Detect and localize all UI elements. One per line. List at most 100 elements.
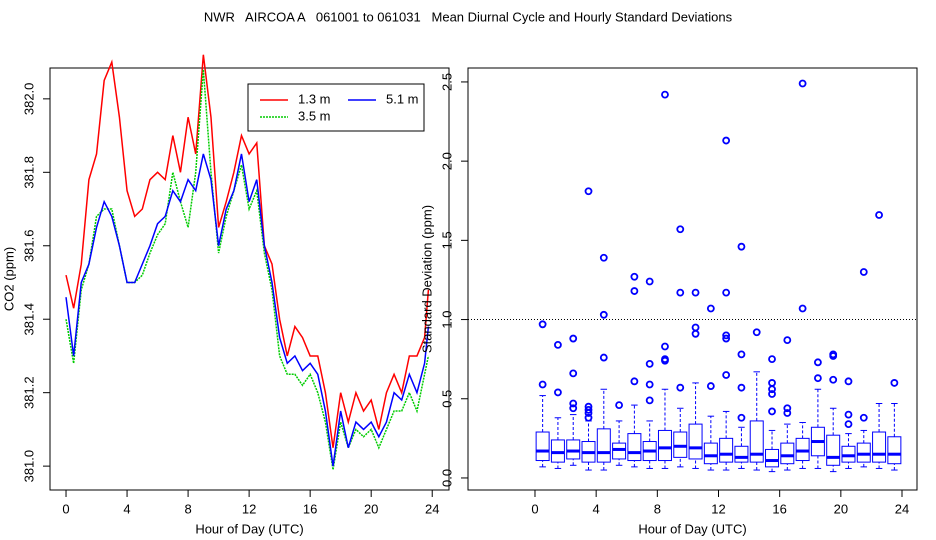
box bbox=[872, 431, 887, 463]
outlier bbox=[706, 382, 715, 390]
x-tick-label: 4 bbox=[593, 501, 600, 516]
outlier bbox=[645, 277, 654, 286]
box bbox=[795, 437, 810, 462]
legend-label: 3.5 m bbox=[298, 108, 331, 123]
box bbox=[703, 442, 718, 465]
outlier bbox=[737, 350, 746, 359]
y-tick-label: 381.6 bbox=[21, 229, 36, 262]
outlier bbox=[722, 136, 731, 145]
outlier bbox=[768, 379, 776, 387]
box bbox=[535, 431, 550, 462]
outlier bbox=[599, 253, 608, 262]
outlier bbox=[722, 288, 731, 297]
outlier bbox=[814, 358, 822, 367]
outlier bbox=[722, 334, 731, 343]
outlier bbox=[859, 268, 868, 276]
box bbox=[765, 448, 780, 468]
outlier bbox=[676, 288, 685, 297]
outlier bbox=[706, 304, 715, 313]
box bbox=[780, 442, 795, 465]
outlier bbox=[875, 211, 883, 219]
outlier bbox=[737, 242, 746, 251]
x-tick-label: 24 bbox=[895, 501, 909, 516]
box bbox=[627, 433, 642, 462]
outlier bbox=[768, 385, 776, 394]
legend-label: 5.1 m bbox=[386, 91, 419, 106]
outlier bbox=[783, 404, 792, 413]
outlier bbox=[722, 331, 731, 340]
box bbox=[566, 439, 581, 460]
outlier bbox=[630, 377, 639, 386]
outlier bbox=[538, 320, 547, 329]
outlier bbox=[783, 336, 792, 345]
legend-box bbox=[247, 83, 425, 132]
outlier bbox=[661, 355, 669, 364]
x-tick-label: 0 bbox=[531, 501, 538, 516]
x-axis-label: Hour of Day (UTC) bbox=[195, 521, 303, 536]
box bbox=[657, 429, 672, 462]
outlier bbox=[829, 350, 838, 359]
outlier bbox=[615, 401, 623, 409]
box bbox=[734, 445, 749, 463]
outlier bbox=[814, 374, 822, 383]
y-tick-label: 1.5 bbox=[439, 231, 454, 249]
box bbox=[841, 445, 856, 463]
outlier bbox=[569, 334, 578, 343]
outlier bbox=[554, 388, 562, 397]
outlier bbox=[798, 304, 807, 313]
x-tick-label: 4 bbox=[123, 501, 130, 516]
y-tick-label: 0.5 bbox=[439, 390, 454, 408]
box bbox=[688, 423, 703, 460]
x-tick-label: 12 bbox=[242, 501, 256, 516]
outlier bbox=[691, 288, 700, 297]
outlier bbox=[752, 328, 761, 337]
outlier bbox=[569, 399, 578, 408]
outlier bbox=[584, 413, 593, 422]
y-axis-label: Standard Deviation (ppm) bbox=[419, 205, 434, 353]
outlier bbox=[691, 323, 700, 332]
x-tick-label: 16 bbox=[772, 501, 786, 516]
outlier bbox=[829, 375, 838, 384]
y-tick-label: 382.0 bbox=[21, 83, 36, 116]
y-tick-label: 381.4 bbox=[21, 303, 36, 336]
box bbox=[596, 428, 611, 463]
figure-title: NWR AIRCOA A 061001 to 061031 Mean Diurn… bbox=[204, 9, 733, 24]
outlier bbox=[630, 272, 639, 281]
outlier bbox=[737, 413, 746, 422]
outlier bbox=[661, 342, 669, 351]
outlier bbox=[599, 353, 608, 362]
y-tick-label: 381.0 bbox=[21, 450, 36, 483]
x-tick-label: 12 bbox=[711, 501, 725, 516]
x-tick-label: 8 bbox=[654, 501, 661, 516]
box bbox=[719, 437, 734, 463]
box bbox=[673, 431, 688, 458]
y-axis-label: CO2 (ppm) bbox=[1, 247, 16, 311]
outlier bbox=[844, 377, 853, 386]
outlier bbox=[554, 340, 562, 349]
outlier bbox=[584, 187, 593, 196]
outlier bbox=[645, 380, 654, 389]
outlier bbox=[599, 310, 608, 319]
outlier bbox=[768, 407, 776, 416]
y-tick-label: 2.5 bbox=[439, 73, 454, 91]
outlier bbox=[584, 402, 593, 411]
outlier bbox=[645, 360, 654, 368]
series-line bbox=[65, 153, 430, 467]
outlier bbox=[661, 90, 669, 99]
outlier bbox=[844, 410, 853, 419]
legend-label: 1.3 m bbox=[298, 91, 331, 106]
outlier bbox=[645, 396, 654, 405]
outlier bbox=[890, 379, 899, 387]
plot-frame bbox=[467, 67, 918, 491]
x-axis-label: Hour of Day (UTC) bbox=[638, 521, 746, 536]
y-tick-label: 2.0 bbox=[439, 152, 454, 170]
y-tick-label: 1.0 bbox=[439, 311, 454, 329]
box bbox=[856, 442, 871, 463]
box bbox=[749, 420, 764, 463]
outlier bbox=[569, 369, 578, 378]
outlier bbox=[676, 383, 685, 392]
box bbox=[612, 442, 627, 460]
x-tick-label: 20 bbox=[834, 501, 848, 516]
x-tick-label: 20 bbox=[364, 501, 378, 516]
